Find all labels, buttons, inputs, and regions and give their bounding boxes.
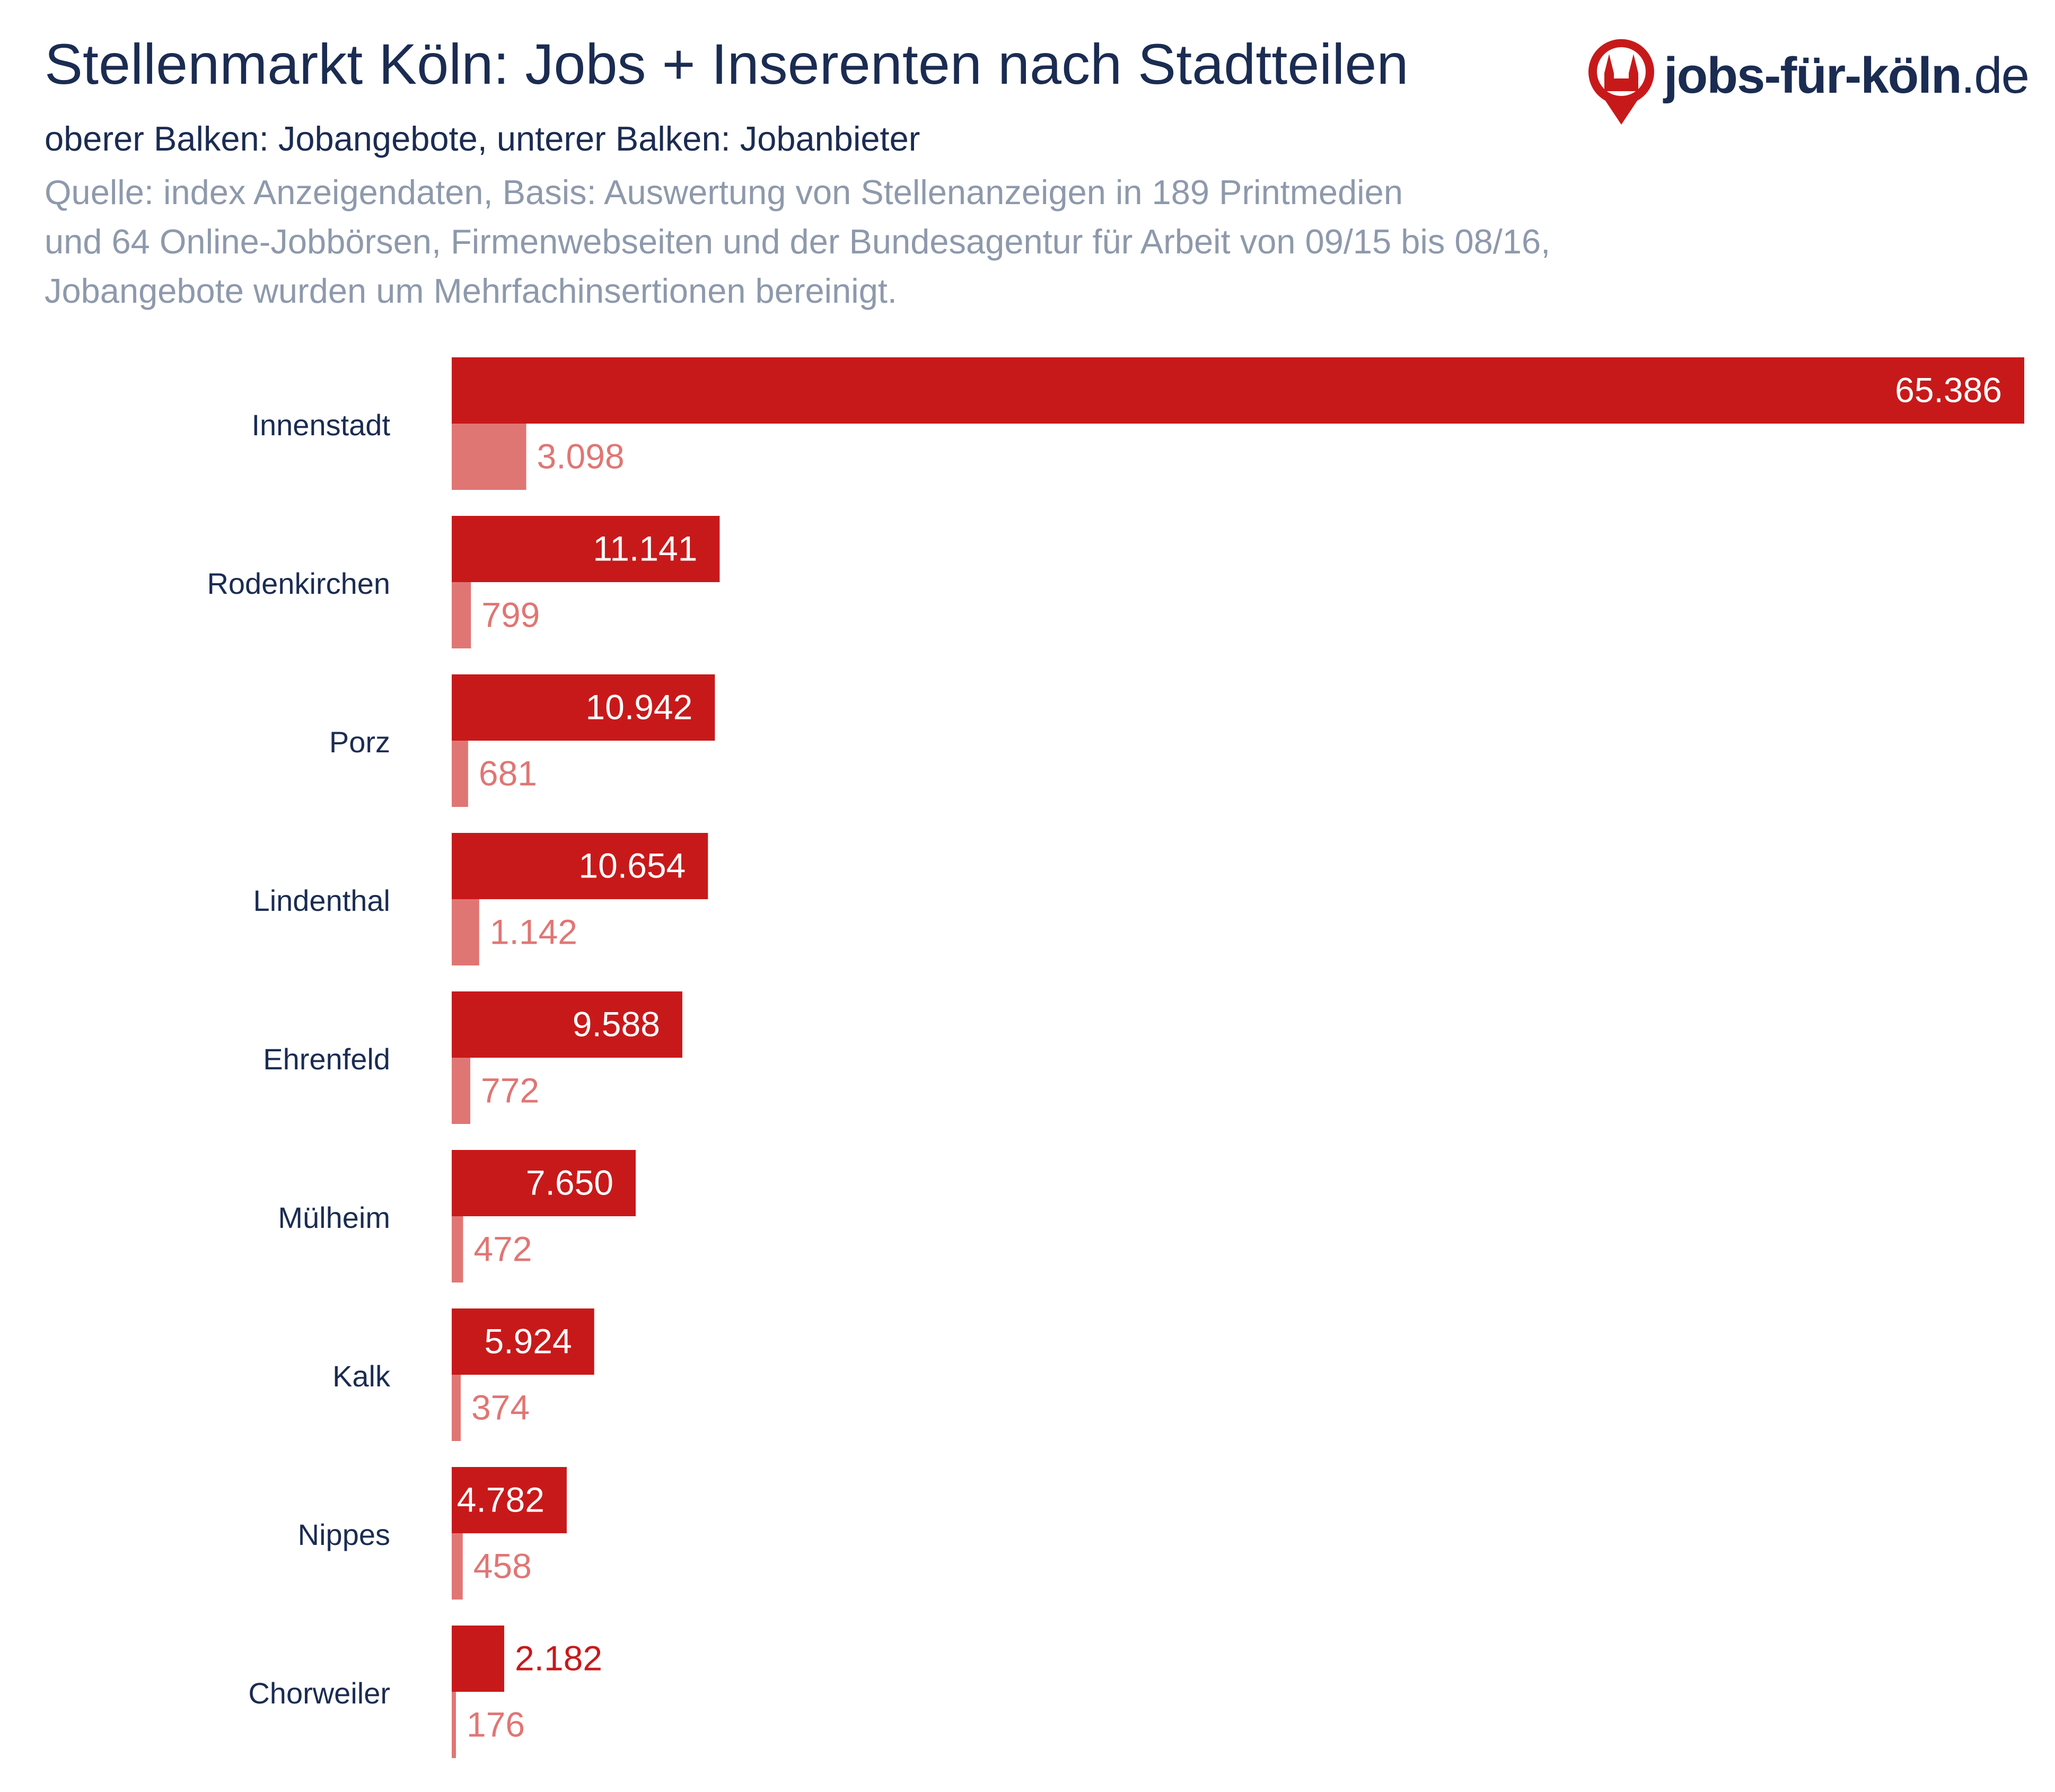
- data-label-employers-nippes: 458: [473, 1547, 532, 1586]
- bar-employers-ehrenfeld: [452, 1058, 471, 1124]
- source-line-3: Jobangebote wurden um Mehrfachinsertione…: [45, 271, 897, 310]
- source-note: Quelle: index Anzeigendaten, Basis: Ausw…: [45, 168, 1550, 315]
- data-label-employers-rodenkirchen: 799: [481, 595, 540, 635]
- chart-title: Stellenmarkt Köln: Jobs + Inserenten nac…: [45, 32, 1409, 96]
- data-label-employers-kalk: 374: [471, 1388, 530, 1427]
- data-label-jobs-nippes: 4.782: [457, 1480, 545, 1519]
- data-label-jobs-ehrenfeld: 9.588: [573, 1005, 660, 1044]
- category-label-muelheim: Mülheim: [278, 1201, 390, 1234]
- category-label-chorweiler: Chorweiler: [248, 1676, 390, 1710]
- bar-employers-innenstadt: [452, 424, 526, 490]
- category-label-porz: Porz: [329, 725, 390, 759]
- data-label-jobs-lindenthal: 10.654: [578, 846, 686, 885]
- data-label-employers-innenstadt: 3.098: [537, 437, 625, 476]
- bar-jobs-muelheim: [452, 1150, 636, 1216]
- bar-jobs-rodenkirchen: [452, 516, 720, 582]
- data-label-jobs-muelheim: 7.650: [526, 1163, 613, 1202]
- data-label-employers-lindenthal: 1.142: [490, 912, 577, 952]
- data-label-employers-chorweiler: 176: [467, 1705, 525, 1744]
- category-label-kalk: Kalk: [332, 1359, 391, 1393]
- brand-logo: jobs-für-köln.de: [1584, 32, 2030, 127]
- bar-employers-chorweiler: [452, 1692, 456, 1758]
- category-label-ehrenfeld: Ehrenfeld: [263, 1042, 390, 1076]
- bar-jobs-nippes: [452, 1467, 567, 1533]
- data-label-employers-porz: 681: [479, 754, 537, 793]
- logo-wordmark: jobs-für-köln.de: [1664, 47, 2030, 104]
- data-label-jobs-chorweiler: 2.182: [515, 1639, 602, 1678]
- category-label-lindenthal: Lindenthal: [253, 884, 390, 917]
- bar-employers-nippes: [452, 1533, 463, 1600]
- bar-jobs-innenstadt: [452, 357, 2024, 424]
- data-label-jobs-kalk: 5.924: [485, 1322, 572, 1361]
- bar-employers-lindenthal: [452, 899, 479, 965]
- source-line-1: Quelle: index Anzeigendaten, Basis: Ausw…: [45, 173, 1403, 212]
- category-label-rodenkirchen: Rodenkirchen: [207, 567, 390, 600]
- bar-employers-porz: [452, 741, 468, 807]
- data-label-jobs-innenstadt: 65.386: [1895, 371, 2002, 410]
- category-label-nippes: Nippes: [298, 1518, 390, 1551]
- chart-subtitle: oberer Balken: Jobangebote, unterer Balk…: [45, 119, 920, 158]
- bar-employers-rodenkirchen: [452, 582, 471, 648]
- bar-jobs-chorweiler: [452, 1626, 504, 1692]
- data-label-jobs-rodenkirchen: 11.141: [593, 529, 697, 568]
- data-label-jobs-porz: 10.942: [585, 688, 692, 727]
- source-line-2: und 64 Online-Jobbörsen, Firmenwebseiten…: [45, 222, 1551, 261]
- bar-employers-muelheim: [452, 1216, 463, 1282]
- bar-jobs-ehrenfeld: [452, 991, 682, 1058]
- data-label-employers-ehrenfeld: 772: [481, 1071, 539, 1110]
- bar-jobs-lindenthal: [452, 833, 708, 899]
- bar-jobs-kalk: [452, 1308, 594, 1375]
- cologne-cathedral-pin-icon: [1588, 39, 1654, 125]
- data-label-employers-muelheim: 472: [473, 1229, 532, 1269]
- bar-jobs-porz: [452, 674, 715, 741]
- category-label-innenstadt: Innenstadt: [251, 408, 390, 442]
- bar-employers-kalk: [452, 1375, 461, 1441]
